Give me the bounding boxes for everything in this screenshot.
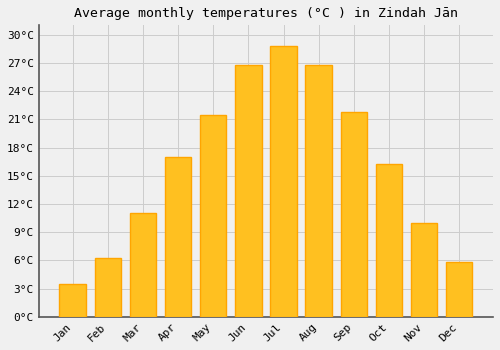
- Bar: [446, 262, 472, 317]
- Bar: [200, 114, 226, 317]
- Bar: [60, 284, 86, 317]
- Bar: [306, 65, 332, 317]
- Bar: [94, 259, 121, 317]
- Bar: [235, 65, 262, 317]
- Bar: [340, 112, 367, 317]
- Bar: [165, 157, 191, 317]
- Bar: [376, 164, 402, 317]
- Bar: [130, 214, 156, 317]
- Title: Average monthly temperatures (°C ) in Zindah Jān: Average monthly temperatures (°C ) in Zi…: [74, 7, 458, 20]
- Bar: [411, 223, 438, 317]
- Bar: [270, 46, 296, 317]
